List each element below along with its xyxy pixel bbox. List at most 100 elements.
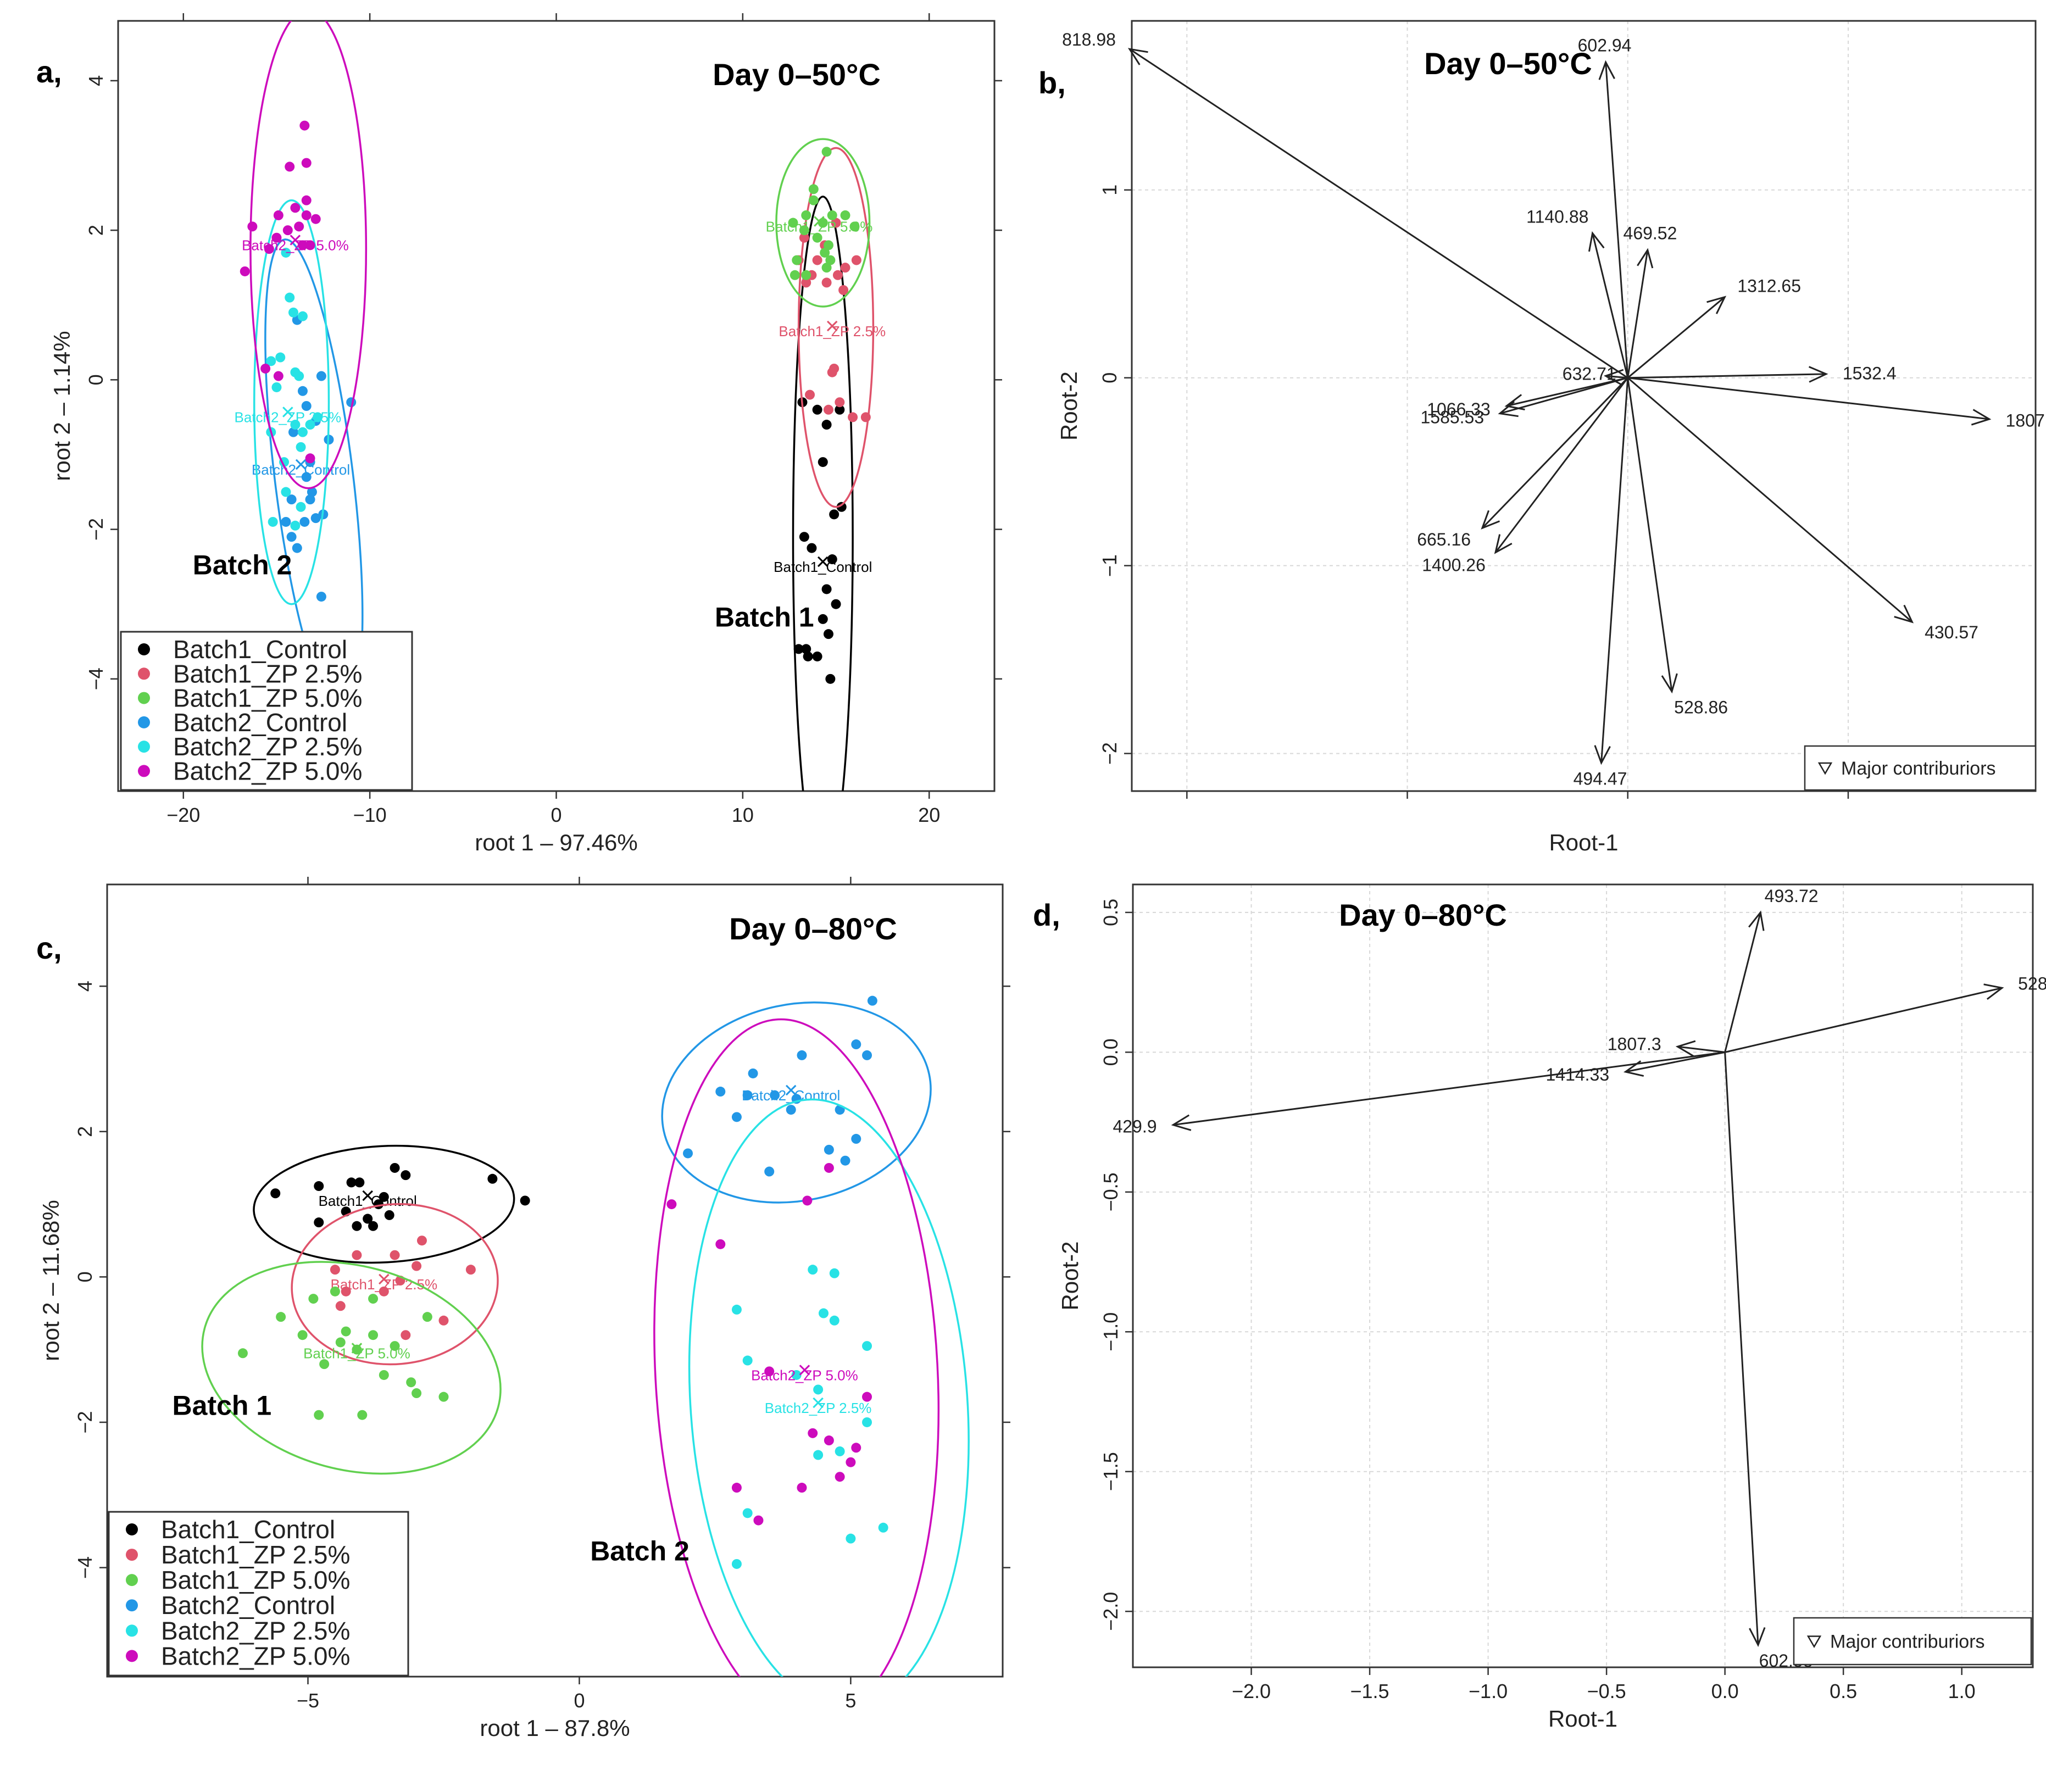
- panel-label: c,: [36, 931, 62, 965]
- y-tick-label: −2: [74, 1411, 96, 1433]
- data-point: [297, 240, 308, 251]
- data-point: [379, 1370, 389, 1380]
- data-point: [829, 1268, 839, 1278]
- y-tick-label: −4: [85, 667, 107, 690]
- data-point: [290, 520, 301, 531]
- vector-label: 1312.65: [1737, 276, 1801, 296]
- data-point: [352, 1221, 362, 1231]
- data-point: [835, 397, 845, 408]
- centroid-marker: ×: [360, 1182, 375, 1209]
- centroid-marker: ×: [350, 1335, 364, 1362]
- data-point: [824, 1144, 834, 1155]
- ellipse-batch1-control: [253, 1144, 515, 1264]
- data-point: [790, 270, 800, 280]
- data-point: [821, 420, 832, 430]
- legend-box: [1793, 1617, 2032, 1666]
- legend-box: [120, 631, 413, 791]
- x-axis-title: Root-1: [1549, 830, 1618, 855]
- data-point: [314, 1410, 324, 1420]
- data-point: [270, 1188, 281, 1199]
- data-point: [352, 1250, 362, 1260]
- data-point: [836, 502, 847, 512]
- legend-marker: [138, 667, 150, 680]
- plot-frame: [1132, 883, 2034, 1668]
- x-tick-label: 20: [918, 804, 940, 826]
- data-point: [487, 1173, 498, 1184]
- group-label: Batch1_ZP 2.5%: [330, 1276, 437, 1293]
- data-point: [247, 221, 258, 232]
- data-point: [823, 404, 833, 415]
- ellipse-batch1-zp-2-5-: [291, 1203, 499, 1366]
- ellipse-batch2-control: [661, 1001, 932, 1204]
- data-point: [301, 472, 312, 482]
- chart-title: Day 0–80°C: [1339, 898, 1507, 932]
- data-point: [285, 162, 295, 172]
- loading-vector: [1627, 249, 1649, 378]
- y-tick-label: 0.5: [1099, 899, 1122, 926]
- y-tick-label: 2: [74, 1126, 96, 1137]
- data-point: [821, 263, 832, 273]
- loading-vector: [1627, 373, 1826, 379]
- vector-arrowhead: [1598, 60, 1615, 80]
- vector-label: 1400.26: [1422, 555, 1486, 575]
- data-point: [316, 592, 326, 602]
- data-point: [824, 1162, 834, 1173]
- data-point: [792, 255, 802, 265]
- vector-arrowhead: [1171, 1114, 1192, 1131]
- group-label: Batch2_ZP 5.0%: [242, 237, 349, 254]
- centroid-marker: ×: [825, 313, 839, 340]
- loading-vector: [1724, 1052, 1759, 1645]
- data-point: [764, 1166, 775, 1177]
- data-point: [808, 184, 819, 194]
- centroid-marker: ×: [281, 399, 295, 426]
- data-point: [829, 509, 839, 520]
- legend-entry: Batch1_ZP 2.5%: [173, 659, 362, 688]
- loading-vector: [1499, 377, 1628, 415]
- legend-box: [108, 1511, 409, 1677]
- data-point: [827, 554, 837, 565]
- y-tick-label: −2.0: [1099, 1592, 1122, 1631]
- vector-label: 1532.4: [1843, 363, 1897, 383]
- data-point: [368, 1330, 379, 1340]
- vector-arrowhead: [1675, 1040, 1696, 1057]
- data-point: [401, 1170, 411, 1181]
- data-point: [260, 363, 271, 374]
- x-tick-label: −5: [297, 1689, 319, 1712]
- loading-vector: [1677, 1045, 1725, 1053]
- data-point: [851, 1443, 861, 1453]
- legend-marker: [126, 1574, 138, 1587]
- data-point: [742, 1355, 753, 1366]
- data-point: [301, 158, 312, 168]
- data-point: [305, 420, 315, 430]
- data-point: [862, 1417, 872, 1427]
- vector-arrowhead: [1603, 369, 1624, 386]
- legend-entry: Batch1_ZP 5.0%: [161, 1566, 350, 1594]
- y-tick-label: 4: [85, 75, 107, 86]
- centroid-marker: ×: [798, 1356, 812, 1383]
- data-point: [812, 651, 822, 661]
- data-point: [801, 644, 811, 654]
- data-point: [314, 1217, 324, 1228]
- x-tick-label: 0.5: [1830, 1680, 1857, 1702]
- data-point: [821, 277, 832, 288]
- ellipse-batch1-zp-5-0-: [775, 138, 871, 308]
- data-point: [818, 457, 828, 468]
- data-point: [301, 195, 312, 205]
- data-point: [294, 221, 304, 232]
- data-point: [786, 1105, 796, 1115]
- legend-box: [1804, 745, 2037, 791]
- data-point: [240, 266, 250, 276]
- vector-label: 528.17: [2018, 974, 2046, 994]
- data-point: [401, 1330, 411, 1340]
- data-point: [286, 494, 297, 505]
- legend-marker: [138, 741, 150, 753]
- legend-entry: Batch2_Control: [161, 1591, 335, 1620]
- data-point: [823, 629, 833, 639]
- data-point: [406, 1377, 416, 1388]
- data-point: [384, 1210, 394, 1220]
- panel-label: d,: [1033, 898, 1060, 932]
- y-tick-label: 1: [1098, 185, 1121, 196]
- group-label: Batch1_ZP 2.5%: [779, 323, 886, 340]
